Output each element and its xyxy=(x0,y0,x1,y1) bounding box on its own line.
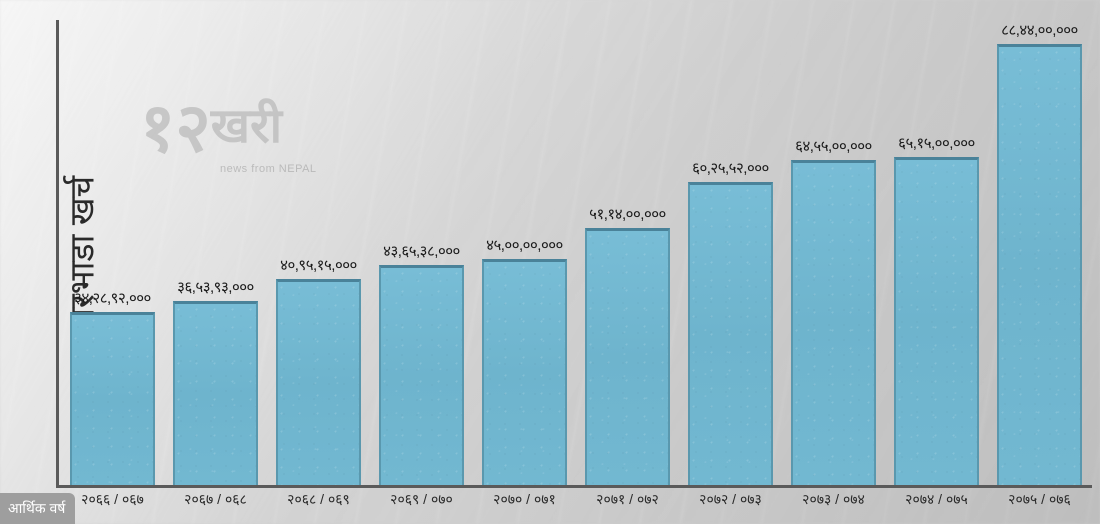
x-axis-labels: २०६६ / ०६७ २०६७ / ०६८ २०६८ / ०६९ २०६९ / … xyxy=(60,490,1092,516)
bar-chart: ३४,२८,९२,००० ३६,५३,९३,००० ४०,९५,१५,००० ४… xyxy=(60,20,1092,485)
x-axis-line xyxy=(56,485,1092,488)
bar-group: ४५,००,००,००० xyxy=(476,20,573,485)
x-tick-label: २०६७ / ०६८ xyxy=(167,490,264,516)
x-tick-label: २०७२ / ०७३ xyxy=(682,490,779,516)
bar xyxy=(276,279,361,485)
bar-value-label: ४५,००,००,००० xyxy=(486,235,563,255)
bar-value-label: ४०,९५,१५,००० xyxy=(280,255,357,275)
bar xyxy=(70,312,155,485)
bar-group: ६४,५५,००,००० xyxy=(785,20,882,485)
x-tick-label: २०७४ / ०७५ xyxy=(888,490,985,516)
bar xyxy=(173,301,258,485)
bar-group: ३६,५३,९३,००० xyxy=(167,20,264,485)
bar xyxy=(997,44,1082,485)
bar-group: ३४,२८,९२,००० xyxy=(64,20,161,485)
bar-value-label: ३४,२८,९२,००० xyxy=(74,288,151,308)
bar-group: ४३,६५,३८,००० xyxy=(373,20,470,485)
bar xyxy=(791,160,876,485)
bar xyxy=(482,259,567,485)
x-tick-label: २०६६ / ०६७ xyxy=(64,490,161,516)
bar-value-label: ४३,६५,३८,००० xyxy=(383,241,460,261)
x-tick-label: २०७१ / ०७२ xyxy=(579,490,676,516)
bar-value-label: ३६,५३,९३,००० xyxy=(177,277,254,297)
bar-group: ६०,२५,५२,००० xyxy=(682,20,779,485)
bar-value-label: ६४,५५,००,००० xyxy=(795,136,872,156)
bar xyxy=(688,182,773,485)
bar-group: ५१,१४,००,००० xyxy=(579,20,676,485)
bar xyxy=(894,157,979,485)
x-tick-label: २०७५ / ०७६ xyxy=(991,490,1088,516)
bar-value-label: ५१,१४,००,००० xyxy=(589,204,666,224)
bar-group: ६५,१५,००,००० xyxy=(888,20,985,485)
x-tick-label: २०७३ / ०७४ xyxy=(785,490,882,516)
bar-value-label: ६०,२५,५२,००० xyxy=(692,158,769,178)
bar-group: ८८,४४,००,००० xyxy=(991,20,1088,485)
bar xyxy=(379,265,464,485)
bar-group: ४०,९५,१५,००० xyxy=(270,20,367,485)
bar xyxy=(585,228,670,485)
bar-value-label: ८८,४४,००,००० xyxy=(1001,20,1078,40)
corner-badge: आर्थिक वर्ष xyxy=(0,493,75,524)
bar-value-label: ६५,१५,००,००० xyxy=(898,133,975,153)
x-tick-label: २०६८ / ०६९ xyxy=(270,490,367,516)
y-axis-line xyxy=(56,20,59,488)
x-tick-label: २०७० / ०७१ xyxy=(476,490,573,516)
x-tick-label: २०६९ / ०७० xyxy=(373,490,470,516)
